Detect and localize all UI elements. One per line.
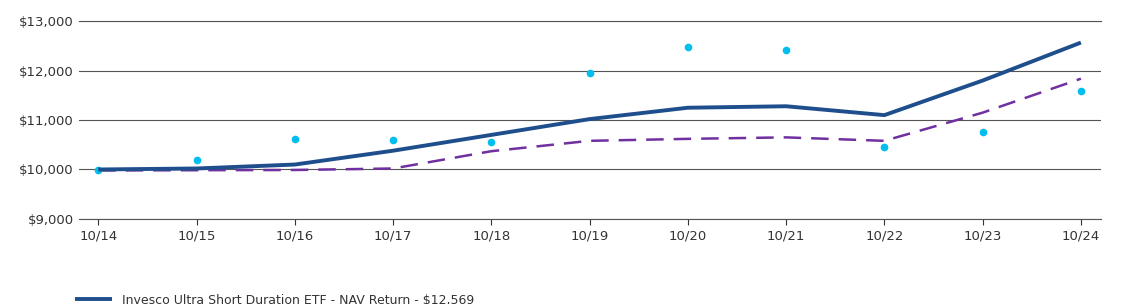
ICE BofA US Treasury Bill Index - $11,838 [92,169,106,172]
ICE BofA US Treasury Bill Index - $11,838 [681,137,694,141]
Invesco Ultra Short Duration ETF - NAV Return - $12,569 [485,133,499,137]
Invesco Ultra Short Duration ETF - NAV Return - $12,569 [190,167,203,170]
Invesco Ultra Short Duration ETF - NAV Return - $12,569 [779,104,793,108]
Bloomberg U.S. Aggregate Bond Index - $11,593 [1075,89,1088,93]
Bloomberg U.S. Aggregate Bond Index - $11,593 [386,138,400,142]
Bloomberg U.S. Aggregate Bond Index - $11,593 [976,131,989,134]
ICE BofA US Treasury Bill Index - $11,838 [779,136,793,139]
Invesco Ultra Short Duration ETF - NAV Return - $12,569 [878,113,892,117]
ICE BofA US Treasury Bill Index - $11,838 [386,167,400,170]
Line: Invesco Ultra Short Duration ETF - NAV Return - $12,569: Invesco Ultra Short Duration ETF - NAV R… [99,43,1081,169]
Invesco Ultra Short Duration ETF - NAV Return - $12,569 [681,106,694,109]
Bloomberg U.S. Aggregate Bond Index - $11,593 [485,140,499,144]
ICE BofA US Treasury Bill Index - $11,838 [287,168,301,172]
ICE BofA US Treasury Bill Index - $11,838 [1075,77,1088,81]
Line: ICE BofA US Treasury Bill Index - $11,838: ICE BofA US Treasury Bill Index - $11,83… [99,79,1081,171]
ICE BofA US Treasury Bill Index - $11,838 [485,149,499,153]
ICE BofA US Treasury Bill Index - $11,838 [878,139,892,143]
Bloomberg U.S. Aggregate Bond Index - $11,593 [190,158,203,161]
ICE BofA US Treasury Bill Index - $11,838 [976,111,989,115]
Invesco Ultra Short Duration ETF - NAV Return - $12,569 [1075,41,1088,44]
Bloomberg U.S. Aggregate Bond Index - $11,593 [878,145,892,149]
Bloomberg U.S. Aggregate Bond Index - $11,593 [681,45,694,49]
Invesco Ultra Short Duration ETF - NAV Return - $12,569 [976,79,989,82]
ICE BofA US Treasury Bill Index - $11,838 [190,168,203,172]
Legend: Invesco Ultra Short Duration ETF - NAV Return - $12,569, Bloomberg U.S. Aggregat: Invesco Ultra Short Duration ETF - NAV R… [74,294,474,304]
Bloomberg U.S. Aggregate Bond Index - $11,593 [779,48,793,52]
Invesco Ultra Short Duration ETF - NAV Return - $12,569 [583,117,596,121]
Invesco Ultra Short Duration ETF - NAV Return - $12,569 [287,163,301,166]
Line: Bloomberg U.S. Aggregate Bond Index - $11,593: Bloomberg U.S. Aggregate Bond Index - $1… [95,44,1084,174]
Bloomberg U.S. Aggregate Bond Index - $11,593 [583,71,596,75]
Bloomberg U.S. Aggregate Bond Index - $11,593 [287,137,301,141]
Invesco Ultra Short Duration ETF - NAV Return - $12,569 [92,168,106,171]
Invesco Ultra Short Duration ETF - NAV Return - $12,569 [386,149,400,153]
ICE BofA US Treasury Bill Index - $11,838 [583,139,596,143]
Bloomberg U.S. Aggregate Bond Index - $11,593 [92,169,106,172]
